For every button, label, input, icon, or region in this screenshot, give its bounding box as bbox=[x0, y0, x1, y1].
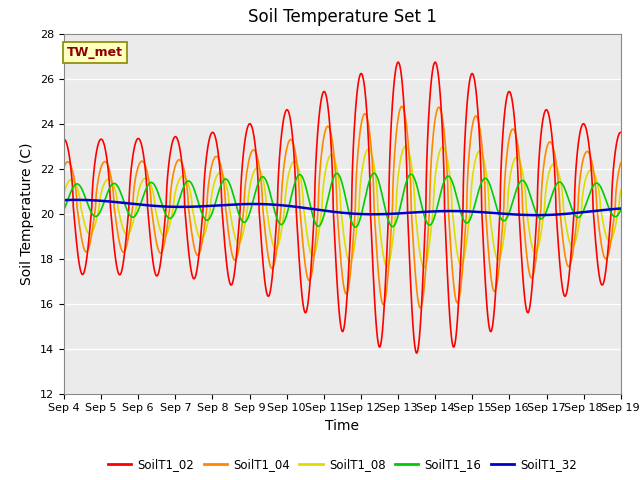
SoilT1_16 bbox=[547, 197, 554, 203]
Line: SoilT1_02: SoilT1_02 bbox=[64, 62, 621, 353]
SoilT1_16 bbox=[157, 197, 164, 203]
SoilT1_08 bbox=[60, 191, 68, 196]
SoilT1_02 bbox=[606, 221, 614, 227]
SoilT1_04 bbox=[617, 160, 625, 166]
SoilT1_32 bbox=[298, 204, 306, 210]
SoilT1_02 bbox=[124, 221, 131, 227]
SoilT1_16 bbox=[370, 170, 378, 176]
SoilT1_32 bbox=[274, 202, 282, 208]
Line: SoilT1_08: SoilT1_08 bbox=[64, 146, 621, 267]
Title: Soil Temperature Set 1: Soil Temperature Set 1 bbox=[248, 9, 437, 26]
SoilT1_04 bbox=[547, 139, 554, 145]
Y-axis label: Soil Temperature (C): Soil Temperature (C) bbox=[20, 143, 35, 285]
Text: TW_met: TW_met bbox=[67, 46, 123, 59]
SoilT1_02 bbox=[60, 136, 68, 142]
SoilT1_04 bbox=[274, 240, 282, 246]
SoilT1_04 bbox=[298, 227, 305, 233]
SoilT1_16 bbox=[124, 208, 131, 214]
Line: SoilT1_32: SoilT1_32 bbox=[64, 200, 621, 215]
SoilT1_02 bbox=[617, 130, 625, 135]
SoilT1_02 bbox=[547, 120, 554, 126]
SoilT1_02 bbox=[157, 260, 164, 265]
Legend: SoilT1_02, SoilT1_04, SoilT1_08, SoilT1_16, SoilT1_32: SoilT1_02, SoilT1_04, SoilT1_08, SoilT1_… bbox=[103, 454, 582, 476]
SoilT1_16 bbox=[298, 173, 305, 179]
SoilT1_04 bbox=[606, 242, 614, 248]
SoilT1_08 bbox=[124, 232, 131, 238]
SoilT1_02 bbox=[431, 59, 439, 65]
SoilT1_16 bbox=[351, 224, 359, 230]
SoilT1_16 bbox=[606, 208, 614, 214]
SoilT1_32 bbox=[73, 197, 81, 203]
SoilT1_32 bbox=[157, 204, 164, 209]
SoilT1_32 bbox=[547, 212, 554, 218]
SoilT1_08 bbox=[606, 238, 614, 244]
SoilT1_08 bbox=[617, 188, 625, 193]
SoilT1_02 bbox=[298, 289, 305, 295]
SoilT1_16 bbox=[60, 207, 68, 213]
SoilT1_02 bbox=[413, 350, 420, 356]
SoilT1_02 bbox=[274, 197, 282, 203]
SoilT1_32 bbox=[124, 201, 132, 206]
SoilT1_08 bbox=[157, 228, 164, 234]
SoilT1_32 bbox=[617, 205, 625, 211]
SoilT1_04 bbox=[124, 239, 131, 245]
X-axis label: Time: Time bbox=[325, 419, 360, 433]
SoilT1_08 bbox=[402, 144, 410, 149]
SoilT1_04 bbox=[398, 103, 406, 109]
SoilT1_04 bbox=[60, 164, 68, 170]
SoilT1_32 bbox=[606, 206, 614, 212]
SoilT1_04 bbox=[157, 250, 164, 256]
SoilT1_16 bbox=[274, 217, 282, 223]
SoilT1_08 bbox=[547, 166, 554, 171]
SoilT1_04 bbox=[417, 305, 424, 311]
SoilT1_16 bbox=[617, 207, 625, 213]
Line: SoilT1_16: SoilT1_16 bbox=[64, 173, 621, 227]
SoilT1_08 bbox=[274, 244, 282, 250]
SoilT1_08 bbox=[298, 181, 305, 187]
SoilT1_08 bbox=[420, 264, 428, 270]
SoilT1_32 bbox=[533, 212, 541, 218]
Line: SoilT1_04: SoilT1_04 bbox=[64, 106, 621, 308]
SoilT1_32 bbox=[60, 197, 68, 203]
